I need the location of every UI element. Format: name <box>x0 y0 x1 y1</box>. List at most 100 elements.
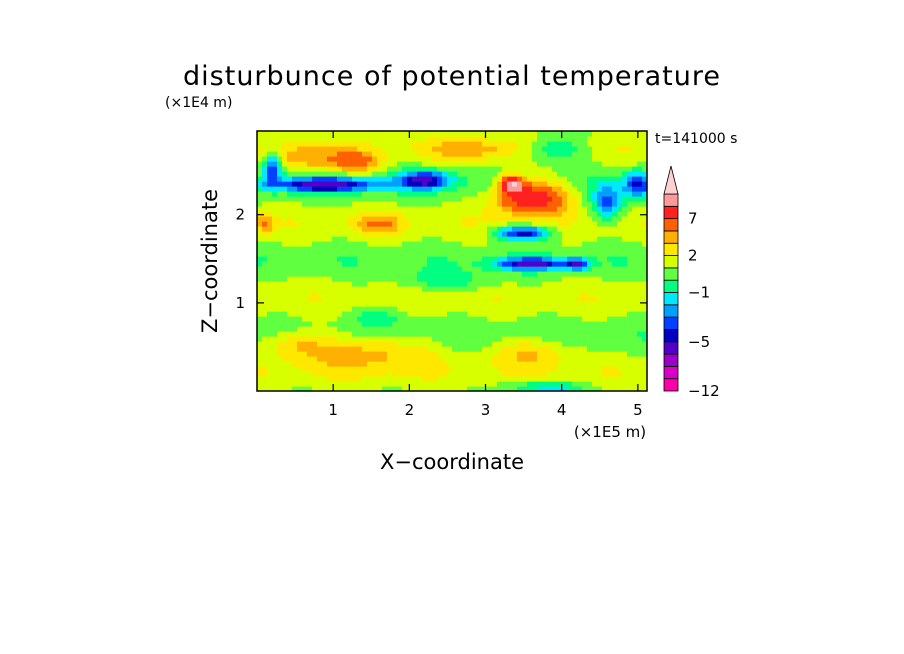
heatmap-cell <box>562 141 568 147</box>
heatmap-cell <box>372 381 378 387</box>
heatmap-cell <box>287 361 293 367</box>
heatmap-cell <box>257 201 263 207</box>
heatmap-cell <box>372 331 378 337</box>
heatmap-cell <box>267 266 273 272</box>
heatmap-cell <box>302 326 308 332</box>
heatmap-cell <box>542 276 548 282</box>
heatmap-cell <box>642 351 647 357</box>
heatmap-cell <box>502 386 508 391</box>
heatmap-cell <box>622 306 628 312</box>
heatmap-cell <box>482 226 488 232</box>
heatmap-cell <box>552 276 558 282</box>
heatmap-cell <box>542 206 548 212</box>
heatmap-cell <box>547 171 553 177</box>
heatmap-cell <box>557 361 563 367</box>
heatmap-cell <box>322 176 328 182</box>
heatmap-cell <box>582 166 588 172</box>
y-unit-label: (×1E4 m) <box>165 95 232 111</box>
heatmap-cell <box>347 351 353 357</box>
heatmap-cell <box>332 311 338 317</box>
heatmap-cell <box>592 236 598 242</box>
heatmap-cell <box>432 191 438 197</box>
heatmap-cell <box>502 131 508 137</box>
heatmap-cell <box>267 346 273 352</box>
heatmap-cell <box>462 321 468 327</box>
heatmap-cell <box>412 136 418 142</box>
heatmap-cell <box>372 171 378 177</box>
heatmap-cell <box>517 256 523 262</box>
heatmap-cell <box>302 346 308 352</box>
heatmap-cell <box>542 286 548 292</box>
heatmap-cell <box>362 346 368 352</box>
heatmap-cell <box>622 216 628 222</box>
heatmap-cell <box>482 301 488 307</box>
heatmap-cell <box>447 231 453 237</box>
heatmap-cell <box>467 181 473 187</box>
heatmap-cell <box>432 176 438 182</box>
heatmap-cell <box>452 181 458 187</box>
heatmap-cell <box>442 306 448 312</box>
heatmap-cell <box>347 266 353 272</box>
heatmap-cell <box>442 191 448 197</box>
heatmap-cell <box>392 246 398 252</box>
heatmap-cell <box>622 256 628 262</box>
heatmap-cell <box>357 341 363 347</box>
heatmap-cell <box>527 311 533 317</box>
heatmap-cell <box>577 236 583 242</box>
heatmap-cell <box>302 161 308 167</box>
heatmap-cell <box>507 166 513 172</box>
heatmap-cell <box>627 191 633 197</box>
heatmap-cell <box>607 366 613 372</box>
heatmap-cell <box>502 346 508 352</box>
heatmap-cell <box>562 291 568 297</box>
heatmap-cell <box>352 331 358 337</box>
heatmap-cell <box>547 261 553 267</box>
heatmap-cell <box>452 326 458 332</box>
heatmap-cell <box>297 211 303 217</box>
heatmap-cell <box>507 216 513 222</box>
heatmap-cell <box>532 216 538 222</box>
heatmap-cell <box>552 136 558 142</box>
heatmap-cell <box>462 236 468 242</box>
heatmap-cell <box>592 341 598 347</box>
heatmap-cell <box>522 151 528 157</box>
heatmap-cell <box>597 136 603 142</box>
heatmap-cell <box>287 316 293 322</box>
colorbar-extend-arrow <box>663 165 679 195</box>
heatmap-cell <box>537 261 543 267</box>
heatmap-cell <box>517 286 523 292</box>
heatmap-cell <box>302 386 308 391</box>
heatmap-cell <box>502 351 508 357</box>
heatmap-cell <box>642 236 647 242</box>
heatmap-cell <box>282 346 288 352</box>
heatmap-cell <box>307 366 313 372</box>
heatmap-cell <box>482 176 488 182</box>
heatmap-cell <box>452 211 458 217</box>
heatmap-cell <box>617 321 623 327</box>
heatmap-cell <box>627 236 633 242</box>
heatmap-cell <box>472 321 478 327</box>
heatmap-cell <box>257 256 263 262</box>
heatmap-cell <box>387 366 393 372</box>
heatmap-cell <box>372 236 378 242</box>
heatmap-cell <box>472 216 478 222</box>
heatmap-cell <box>592 166 598 172</box>
heatmap-cell <box>617 186 623 192</box>
heatmap-cell <box>532 286 538 292</box>
heatmap-cell <box>622 376 628 382</box>
heatmap-cell <box>417 141 423 147</box>
heatmap-cell <box>297 386 303 391</box>
heatmap-cell <box>637 156 643 162</box>
heatmap-cell <box>257 241 263 247</box>
heatmap-cell <box>392 261 398 267</box>
heatmap-cell <box>377 216 383 222</box>
heatmap-cell <box>597 276 603 282</box>
heatmap-cell <box>557 341 563 347</box>
heatmap-cell <box>447 156 453 162</box>
heatmap-cell <box>397 296 403 302</box>
heatmap-cell <box>637 226 643 232</box>
heatmap-cell <box>372 386 378 391</box>
heatmap-cell <box>567 291 573 297</box>
heatmap-cell <box>397 346 403 352</box>
heatmap-cell <box>527 176 533 182</box>
